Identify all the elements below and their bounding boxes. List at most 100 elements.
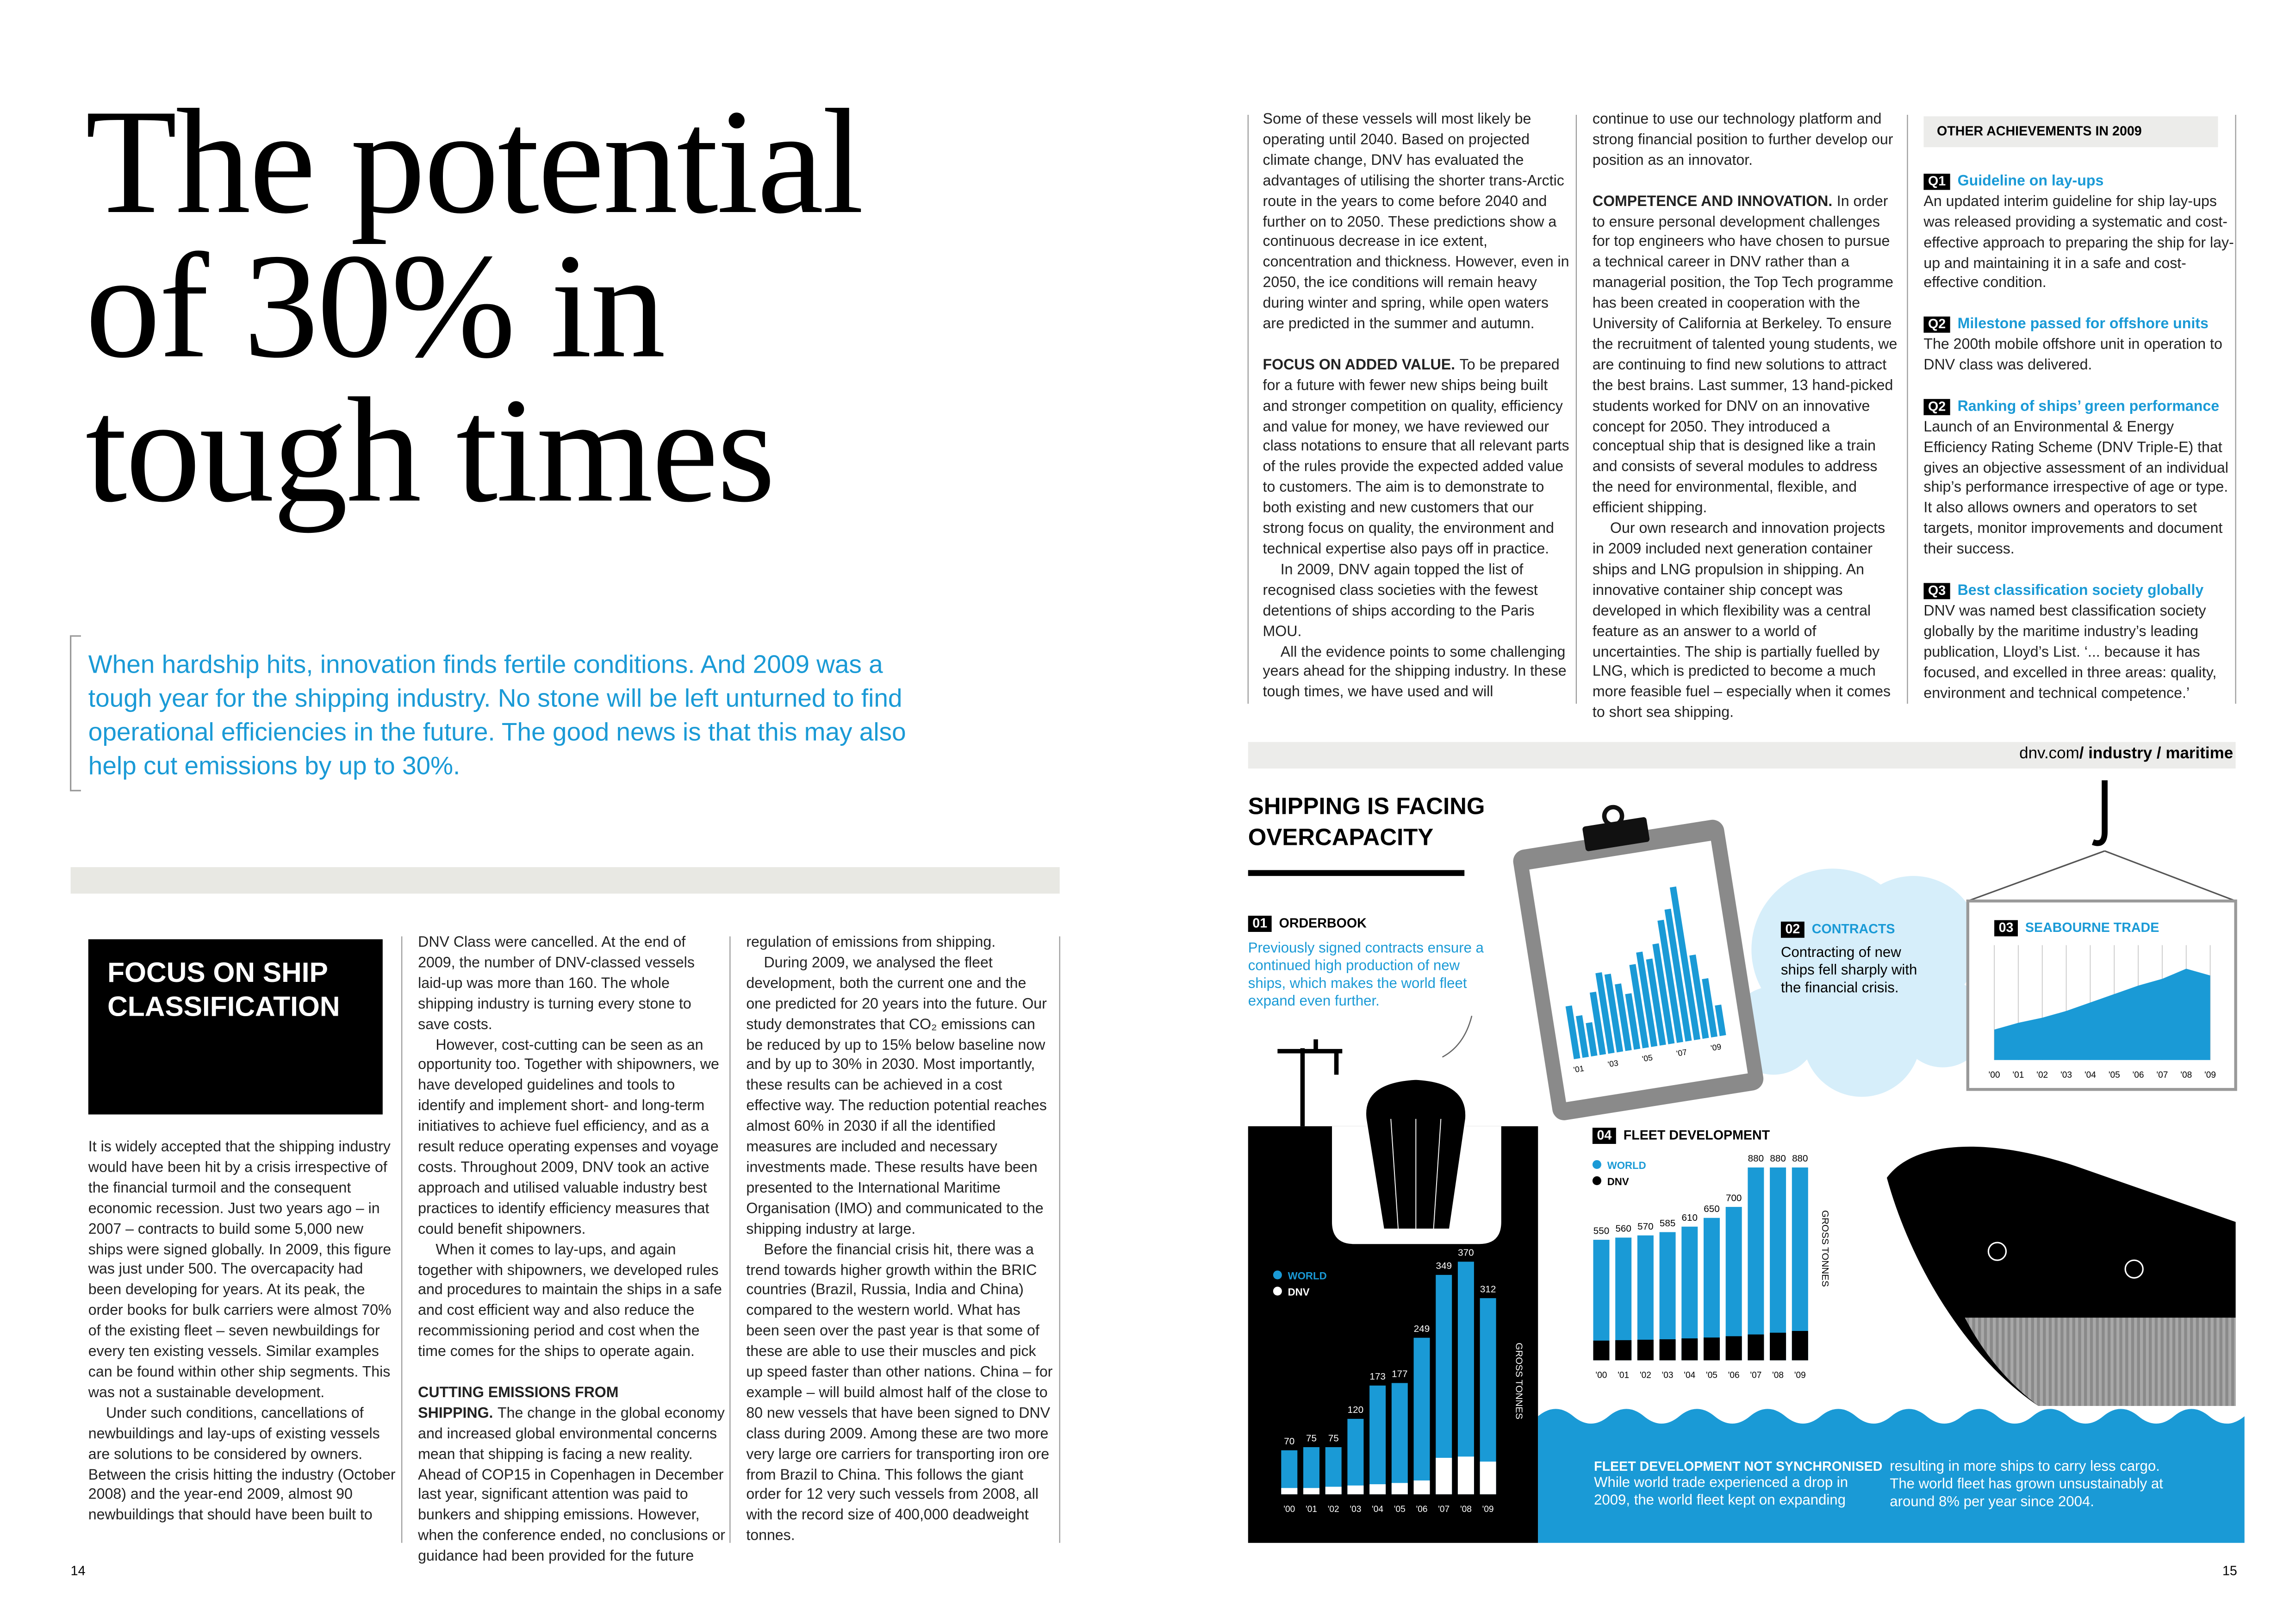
bar: [1725, 1207, 1742, 1361]
bar: [1391, 1383, 1408, 1494]
data-label: 585: [1660, 1218, 1675, 1229]
bar: [1593, 1240, 1610, 1361]
note-title: FLEET DEVELOPMENT NOT SYNCHRONISED: [1594, 1459, 1883, 1474]
bar: [1595, 972, 1615, 1054]
title-rule: [1248, 870, 1465, 876]
legend-dot: [1592, 1176, 1601, 1186]
bar: [1589, 992, 1606, 1056]
achievement-text: DNV was named best classification societ…: [1923, 603, 2217, 702]
achievement: Q2 Ranking of ships’ green performance Lau…: [1923, 397, 2235, 561]
data-label: 610: [1682, 1212, 1698, 1223]
bar: [1325, 1487, 1342, 1494]
x-tick-label: '09: [1710, 1042, 1722, 1053]
paragraph: Some of these vessels will most likely b…: [1263, 111, 1571, 336]
bar: [1792, 1331, 1808, 1361]
bar: [1646, 958, 1666, 1046]
bar: [1664, 908, 1692, 1042]
legend-label: WORLD: [1288, 1270, 1327, 1282]
bar: [1689, 954, 1709, 1039]
bar: [1704, 1337, 1720, 1361]
achievement-title: Best classification society globally: [1957, 583, 2204, 600]
bar: [1681, 1338, 1698, 1361]
data-label: 880: [1770, 1153, 1786, 1164]
achievements-heading: OTHER ACHIEVEMENTS IN 2009: [1937, 124, 2142, 138]
bar: [1704, 1218, 1720, 1361]
data-label: 173: [1369, 1371, 1385, 1382]
bar: [1770, 1167, 1786, 1361]
paragraph-text: All the evidence points to some challeng…: [1263, 644, 1567, 701]
legend-label: DNV: [1288, 1287, 1310, 1298]
column: Some of these vessels will most likely b…: [1263, 111, 1571, 704]
bar: [1575, 1015, 1589, 1058]
paragraph: CUTTING EMISSIONS FROM SHIPPING. The chan…: [418, 1384, 726, 1568]
data-label: 120: [1348, 1405, 1363, 1415]
clipboard: '01 '03 '05 '07 '09: [1513, 805, 1764, 1120]
number: 04: [1592, 1127, 1616, 1144]
pointer: [1442, 1015, 1473, 1058]
grey-band: [70, 867, 1060, 894]
bar: [1637, 1235, 1654, 1361]
bar: [1725, 1336, 1742, 1361]
data-label: 550: [1593, 1225, 1609, 1236]
x-tick-label: '06: [1728, 1371, 1740, 1380]
x-tick-label: '05: [2109, 1070, 2120, 1080]
achievement-title: Milestone passed for offshore units: [1957, 317, 2209, 333]
paragraph-text: During 2009, we analysed the fleet devel…: [746, 955, 1047, 1238]
x-tick-label: '00: [1596, 1371, 1607, 1380]
paragraph: COMPETENCE AND INNOVATION. In order to en…: [1593, 192, 1900, 520]
bar: [1369, 1484, 1386, 1494]
data-label: 75: [1328, 1433, 1339, 1443]
achievement-heading: Q2 Ranking of ships’ green performance: [1923, 397, 2235, 418]
paragraph: All the evidence points to some challeng…: [1263, 643, 1571, 704]
bar: [1637, 1339, 1654, 1361]
data-label: 75: [1306, 1433, 1317, 1443]
link-band: [1248, 742, 2236, 769]
bar: [1636, 951, 1658, 1047]
bar: [1413, 1337, 1430, 1494]
bar: [1629, 964, 1649, 1049]
paragraph: When it comes to lay-ups, and again toge…: [418, 1241, 726, 1363]
achievements-heading-bg: [1923, 116, 2218, 148]
intro-bracket: [70, 635, 81, 792]
achievement-title: Guideline on lay-ups: [1957, 173, 2104, 190]
paragraph-text: Our own research and innovation projects…: [1592, 521, 1891, 722]
contracts-heading: 02 CONTRACTS: [1780, 921, 1895, 938]
x-tick-label: '08: [1772, 1371, 1784, 1380]
data-label: 570: [1637, 1221, 1653, 1232]
heading: FLEET DEVELOPMENT: [1623, 1127, 1770, 1143]
paragraph: In 2009, DNV again topped the list of re…: [1263, 561, 1571, 643]
bar: [1369, 1385, 1386, 1494]
quarter: Q2: [1923, 399, 1950, 415]
bar: [1347, 1418, 1364, 1494]
sea: [1538, 1409, 2245, 1543]
legend-dot: [1273, 1270, 1282, 1280]
intro: When hardship hits, innovation finds fer…: [88, 649, 906, 781]
page-number: 14: [70, 1563, 86, 1579]
paragraph: Under such conditions, cancellations of …: [88, 1404, 396, 1527]
heading: CONTRACTS: [1811, 921, 1895, 937]
link: dnv.com/ industry / maritime: [2019, 745, 2233, 762]
paragraph-text: Some of these vessels will most likely b…: [1263, 112, 1569, 333]
x-tick-label: '08: [1460, 1505, 1472, 1514]
bar: [1702, 978, 1718, 1038]
x-tick-label: '00: [1989, 1070, 2000, 1080]
bar: [1615, 1237, 1632, 1361]
x-tick-label: '09: [2204, 1070, 2216, 1080]
bar: [1586, 1022, 1598, 1057]
bar: [1669, 886, 1700, 1040]
paragraph-text: Before the financial crisis hit, there w…: [746, 1242, 1053, 1545]
data-label: 560: [1615, 1224, 1631, 1234]
paragraph: Before the financial crisis hit, there w…: [746, 1241, 1054, 1548]
bar: [1659, 1339, 1676, 1361]
data-label: 249: [1414, 1324, 1430, 1334]
paragraph: It is widely accepted that the shipping …: [88, 1138, 396, 1404]
achievements: Q1 Guideline on lay-ups An updated interim…: [1923, 152, 2235, 705]
note-text: resulting in more ships to carry less ca…: [1890, 1459, 2163, 1511]
data-label: 370: [1458, 1248, 1474, 1258]
quarter: Q3: [1923, 583, 1950, 600]
x-tick-label: '04: [2084, 1070, 2096, 1080]
heading: SEABOURNE TRADE: [2025, 920, 2159, 935]
